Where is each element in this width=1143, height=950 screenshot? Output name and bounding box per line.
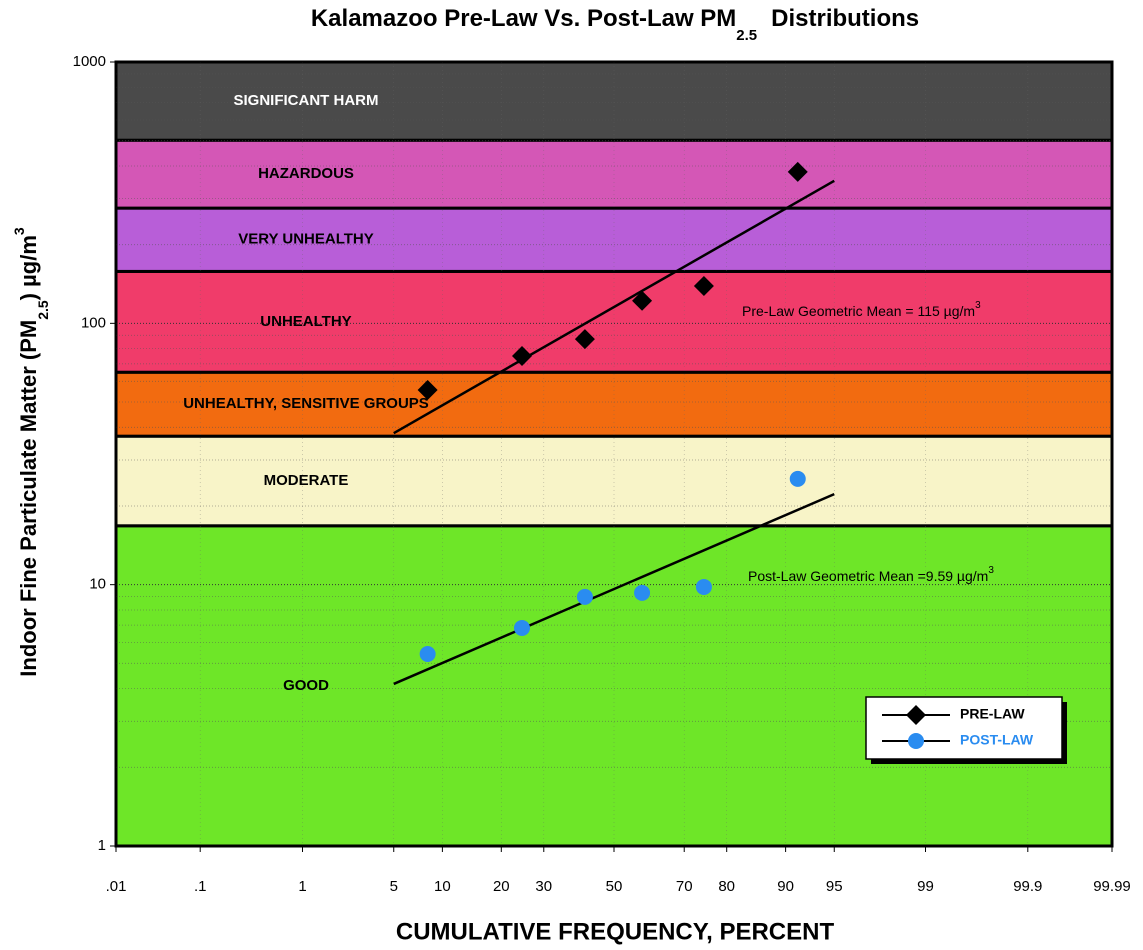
data-point bbox=[513, 619, 530, 636]
data-point bbox=[574, 329, 595, 350]
x-tick-label: 95 bbox=[826, 878, 843, 895]
legend-label: POST-LAW bbox=[960, 732, 1034, 748]
band-label: SIGNIFICANT HARM bbox=[234, 92, 379, 109]
data-point bbox=[789, 470, 806, 487]
y-label-text: Indoor Fine Particulate Matter (PM bbox=[16, 320, 41, 677]
title-text: Kalamazoo Pre-Law Vs. Post-Law PM bbox=[311, 5, 736, 32]
y-axis-label: Indoor Fine Particulate Matter (PM2.5) µ… bbox=[11, 227, 51, 677]
band-label: UNHEALTHY bbox=[260, 313, 351, 330]
x-tick-label: 5 bbox=[390, 878, 398, 895]
x-tick-label: 1 bbox=[298, 878, 306, 895]
annotation-text: Pre-Law Geometric Mean = 115 µg/m bbox=[742, 303, 975, 319]
band bbox=[114, 206, 1114, 273]
data-point bbox=[417, 379, 438, 400]
legend bbox=[865, 696, 1063, 760]
annotation-superscript: 3 bbox=[975, 300, 981, 311]
fit-line bbox=[393, 179, 835, 435]
y-tick-label: 100 bbox=[81, 314, 106, 331]
x-tick-label: .1 bbox=[194, 878, 207, 895]
y-tick-label: 10 bbox=[89, 576, 106, 593]
y-tick-label: 1000 bbox=[73, 53, 106, 70]
y-label-subscript: 2.5 bbox=[35, 300, 51, 320]
x-tick-label: 20 bbox=[493, 878, 510, 895]
x-tick-label: 50 bbox=[606, 878, 623, 895]
data-point bbox=[787, 161, 808, 182]
y-label-superscript: 3 bbox=[11, 227, 27, 235]
y-label-text: ) µg/m bbox=[16, 235, 41, 300]
data-point bbox=[693, 275, 714, 296]
band-label: GOOD bbox=[283, 677, 329, 694]
title-subscript: 2.5 bbox=[736, 27, 757, 44]
chart-title: Kalamazoo Pre-Law Vs. Post-Law PM2.5 Dist… bbox=[311, 5, 919, 44]
annotation: Pre-Law Geometric Mean = 115 µg/m3 bbox=[742, 300, 981, 319]
annotation-text: Post-Law Geometric Mean =9.59 µg/m bbox=[748, 568, 988, 584]
data-point bbox=[576, 588, 593, 605]
x-tick-label: 99.99 bbox=[1093, 878, 1131, 895]
fit-line bbox=[393, 493, 835, 686]
legend-marker bbox=[906, 705, 926, 725]
band-label: MODERATE bbox=[264, 472, 349, 489]
x-tick-label: 99.9 bbox=[1013, 878, 1042, 895]
band bbox=[114, 524, 1114, 848]
x-tick-label: 90 bbox=[777, 878, 794, 895]
band-label: HAZARDOUS bbox=[258, 165, 354, 182]
data-point bbox=[695, 578, 712, 595]
y-tick-label: 1 bbox=[98, 837, 106, 854]
band-label: UNHEALTHY, SENSITIVE GROUPS bbox=[183, 395, 429, 412]
x-tick-label: 80 bbox=[718, 878, 735, 895]
legend-marker bbox=[908, 733, 924, 749]
band-label: VERY UNHEALTHY bbox=[238, 231, 374, 248]
data-point bbox=[419, 645, 436, 662]
x-axis-label: CUMULATIVE FREQUENCY, PERCENT bbox=[396, 918, 835, 945]
band bbox=[114, 60, 1114, 142]
annotation: Post-Law Geometric Mean =9.59 µg/m3 bbox=[748, 565, 994, 584]
data-point bbox=[511, 345, 532, 366]
data-point bbox=[632, 290, 653, 311]
x-tick-label: 30 bbox=[535, 878, 552, 895]
title-text: Distributions bbox=[771, 5, 919, 32]
x-tick-label: .01 bbox=[106, 878, 127, 895]
x-tick-label: 99 bbox=[917, 878, 934, 895]
legend-label: PRE-LAW bbox=[960, 706, 1025, 722]
annotation-superscript: 3 bbox=[988, 565, 994, 576]
x-tick-label: 70 bbox=[676, 878, 693, 895]
x-tick-label: 10 bbox=[434, 878, 451, 895]
data-point bbox=[634, 584, 651, 601]
